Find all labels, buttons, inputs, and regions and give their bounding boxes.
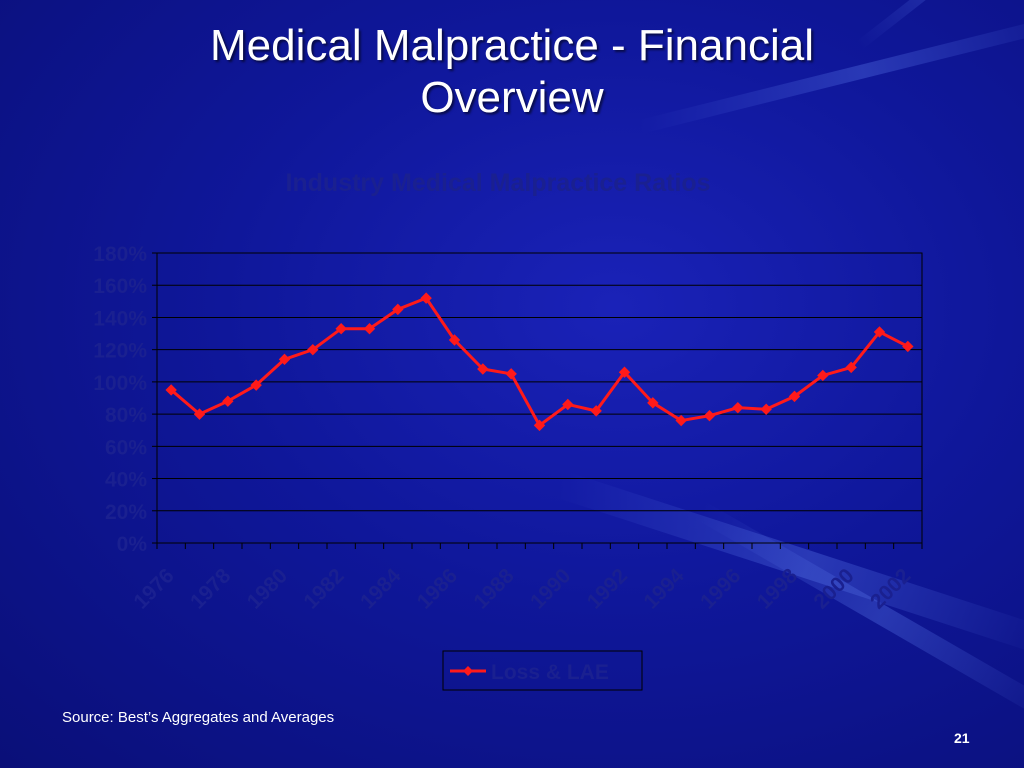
data-point-marker [675,414,687,427]
x-tick-label: 1990 [526,564,575,613]
y-tick-label: 140% [93,307,147,330]
x-tick-label: 1982 [299,564,348,613]
slide-title: Medical Malpractice - Financial Overview [0,20,1024,124]
x-tick-label: 1986 [413,564,462,613]
data-point-marker [392,303,404,316]
x-tick-label: 2002 [866,564,915,613]
data-point-marker [788,390,801,403]
data-point-marker [817,369,829,382]
slide-title-line-2: Overview [420,73,604,122]
y-tick-label: 160% [93,275,147,298]
data-point-marker [845,361,857,374]
y-tick-label: 0% [117,533,148,556]
data-point-marker [590,405,602,417]
data-point-marker [703,410,716,422]
chart-title: Industry Medical Malpractice Ratios [285,169,710,197]
data-point-marker [902,340,914,353]
x-tick-label: 1994 [639,564,689,614]
y-tick-label: 100% [93,372,147,395]
source-note: Source: Best’s Aggregates and Averages [62,709,335,726]
legend-marker-swatch [463,666,473,676]
data-point-marker [363,323,376,335]
data-point-marker [193,408,206,420]
data-point-marker [562,398,574,411]
y-tick-label: 20% [105,501,147,524]
y-tick-label: 40% [105,469,147,492]
data-point-marker [477,363,489,375]
y-tick-label: 60% [105,436,147,459]
data-point-marker [647,397,659,409]
data-point-marker [732,401,744,414]
line-chart: Industry Medical Malpractice Ratios 0% 20%… [93,169,923,691]
data-point-marker [873,326,886,338]
legend-label: Loss & LAE [491,661,609,684]
x-tick-label: 1980 [243,564,292,613]
data-point-marker [335,323,347,335]
y-tick-label: 120% [93,340,147,363]
data-point-marker [420,292,432,304]
x-tick-label: 1976 [129,564,178,613]
data-point-marker [307,343,319,356]
x-tick-label: 1984 [356,564,406,614]
plot-area-frame [156,252,923,544]
y-tick-label: 180% [93,243,147,266]
data-point-marker [278,353,291,366]
x-tick-label: 2000 [809,564,858,613]
x-tick-label: 1988 [469,564,519,614]
x-tick-label: 1978 [186,564,236,614]
x-tick-label: 1998 [753,564,803,614]
legend-box [442,650,643,691]
data-point-marker [222,395,234,407]
y-tick-label: 80% [105,404,147,427]
data-point-marker [448,334,461,346]
slide-title-line-1: Medical Malpractice - Financial [210,21,814,70]
data-point-marker [533,419,546,432]
data-point-marker [250,379,262,391]
data-point-marker [618,366,631,378]
x-tick-label: 1992 [583,564,632,613]
page-number: 21 [954,730,970,746]
data-point-marker [505,368,517,380]
data-point-marker [760,403,772,415]
x-tick-label: 1996 [696,564,745,613]
data-point-marker [165,384,177,396]
